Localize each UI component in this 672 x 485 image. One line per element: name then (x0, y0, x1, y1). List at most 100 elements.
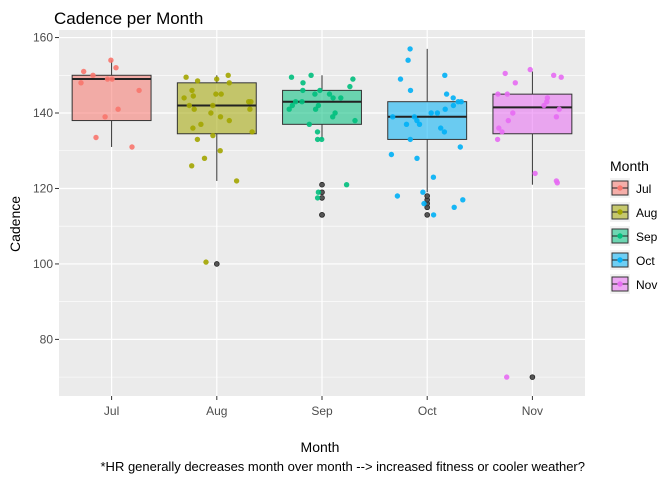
jitter-point-nov (504, 374, 510, 380)
jitter-point-sep (330, 95, 336, 101)
jitter-point-oct (451, 204, 457, 210)
legend-item-jul: Jul (610, 178, 651, 198)
jitter-point-aug (198, 121, 204, 128)
jitter-point-aug (190, 125, 196, 131)
legend-key-point (617, 257, 623, 263)
jitter-point-nov (554, 180, 560, 186)
x-tick-label: Oct (418, 404, 437, 418)
jitter-point-oct (414, 155, 420, 161)
jitter-point-sep (312, 106, 319, 112)
jitter-point-nov (551, 72, 557, 79)
jitter-point-oct (442, 106, 448, 112)
outlier-point (319, 181, 325, 188)
jitter-point-oct (442, 72, 448, 79)
jitter-point-oct (450, 95, 456, 101)
jitter-point-jul (109, 76, 115, 82)
jitter-point-oct (450, 102, 457, 109)
jitter-point-sep (317, 87, 323, 94)
jitter-point-aug (191, 106, 197, 112)
x-tick-label: Sep (311, 404, 333, 418)
jitter-point-aug (210, 132, 216, 139)
jitter-point-oct (397, 76, 404, 82)
outlier-point (319, 212, 325, 218)
y-tick-label: 120 (33, 181, 53, 195)
jitter-points-layer (78, 46, 564, 380)
jitter-point-aug (190, 93, 196, 99)
jitter-point-sep (352, 117, 358, 124)
jitter-point-oct (428, 110, 434, 116)
jitter-point-oct (434, 110, 441, 116)
jitter-point-nov (494, 136, 501, 143)
x-axis-label: Month (301, 439, 340, 455)
jitter-point-sep (315, 102, 322, 109)
jitter-point-aug (189, 87, 195, 94)
jitter-point-sep (338, 95, 344, 101)
jitter-point-aug (249, 129, 255, 135)
jitter-point-oct (420, 189, 426, 195)
iqr-box (282, 89, 362, 125)
jitter-point-oct (430, 212, 437, 218)
jitter-point-aug (208, 110, 214, 116)
jitter-point-aug (233, 178, 240, 184)
jitter-point-sep (314, 129, 321, 135)
legend: Month Jul Aug Sep Oct Nov (610, 158, 658, 294)
jitter-point-sep (315, 189, 322, 195)
outlier-point (529, 374, 536, 380)
y-tick-label: 100 (33, 257, 53, 271)
iqr-box (492, 93, 573, 135)
jitter-point-aug (186, 102, 192, 109)
outlier-point (424, 212, 431, 218)
jitter-point-jul (81, 68, 87, 75)
jitter-point-aug (210, 102, 216, 109)
jitter-point-oct (407, 136, 413, 143)
jitter-point-sep (292, 99, 299, 105)
jitter-point-oct (407, 87, 414, 94)
jitter-point-nov (556, 106, 562, 112)
iqr-box (387, 101, 468, 140)
jitter-point-sep (300, 80, 306, 86)
jitter-point-aug (225, 72, 231, 79)
legend-item-aug: Aug (610, 202, 657, 222)
jitter-point-nov (553, 114, 560, 120)
legend-title: Month (610, 158, 649, 174)
jitter-point-oct (441, 129, 448, 135)
jitter-point-aug (226, 80, 232, 86)
outlier-point (319, 195, 325, 201)
jitter-point-sep (326, 91, 333, 97)
jitter-point-nov (505, 117, 511, 124)
y-tick-label: 80 (40, 332, 54, 346)
jitter-point-aug (214, 76, 220, 82)
jitter-point-sep (314, 136, 321, 143)
x-tick-label: Nov (522, 404, 543, 418)
outlier-point (214, 261, 220, 267)
legend-label: Nov (636, 278, 657, 292)
jitter-point-jul (136, 87, 142, 94)
jitter-point-jul (104, 76, 111, 82)
jitter-point-oct (455, 99, 461, 105)
jitter-point-oct (388, 151, 395, 158)
jitter-point-oct (438, 125, 444, 131)
y-axis-label: Cadence (7, 196, 23, 252)
jitter-point-oct (390, 114, 396, 120)
iqr-box (176, 82, 257, 135)
jitter-point-oct (411, 114, 418, 120)
jitter-point-sep (308, 72, 314, 79)
jitter-point-sep (289, 102, 295, 109)
y-tick-label: 160 (33, 31, 53, 45)
jitter-point-aug (194, 78, 201, 84)
jitter-point-nov (499, 129, 505, 135)
jitter-point-oct (403, 121, 410, 128)
jitter-point-sep (347, 83, 353, 90)
outlier-point (424, 193, 431, 199)
legend-key-point (617, 233, 623, 239)
legend-label: Aug (636, 206, 657, 220)
jitter-point-oct (443, 91, 450, 97)
legend-label: Jul (636, 182, 651, 196)
iqr-box (71, 74, 152, 122)
jitter-point-jul (90, 72, 96, 79)
box-layer (71, 48, 573, 380)
jitter-point-nov (512, 80, 518, 86)
jitter-point-sep (286, 106, 292, 112)
jitter-point-jul (113, 65, 119, 71)
